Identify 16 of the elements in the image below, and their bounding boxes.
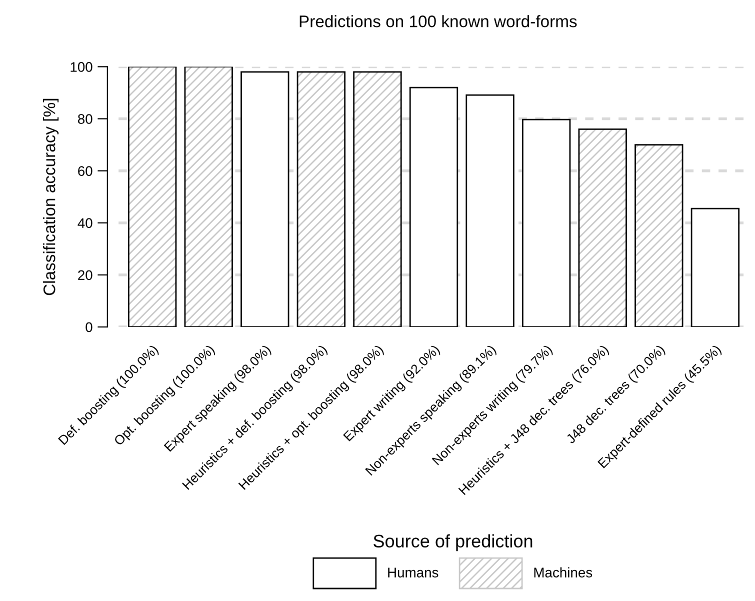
chart-title: Predictions on 100 known word-forms [300, 15, 577, 28]
legend-label: Machines [534, 567, 592, 578]
y-tick-label: 0 [86, 322, 92, 332]
legend-label: Humans [388, 568, 438, 578]
y-tick-label: 80 [78, 114, 92, 124]
y-tick-label: 20 [78, 270, 92, 280]
y-tick-label: 60 [78, 166, 92, 176]
bar [466, 94, 514, 327]
legend-title: Source of prediction [374, 534, 532, 552]
bar [240, 71, 290, 327]
y-tick-label: 40 [78, 218, 92, 228]
bar [690, 208, 740, 327]
bar [409, 86, 458, 327]
y-tick-label: 100 [70, 62, 92, 72]
bar [522, 118, 571, 327]
y-axis-title: Classification accuracy [%] [43, 98, 59, 296]
